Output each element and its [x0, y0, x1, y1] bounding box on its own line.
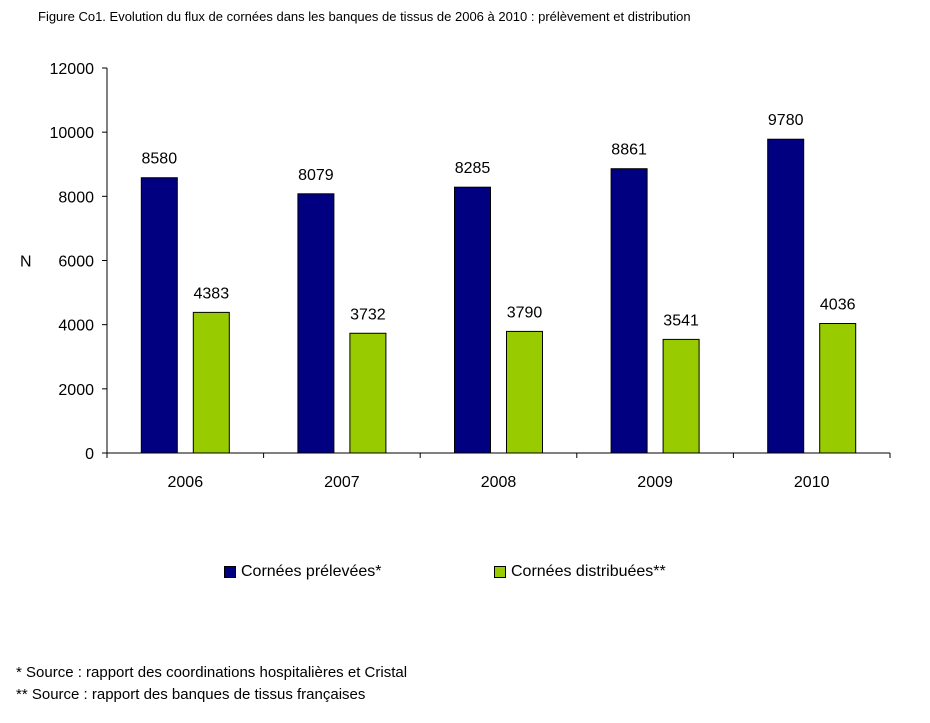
- footnote-1: * Source : rapport des coordinations hos…: [16, 664, 408, 681]
- bar-distribuees: [349, 332, 387, 454]
- bar-chart: 0 2000 4000 6000 8000 10000 12000 N 2006 8580 4383…: [20, 61, 891, 491]
- legend-swatch-prelevees: [224, 566, 236, 578]
- legend-swatch-distribuees: [494, 566, 506, 578]
- bar-prelevees: [297, 193, 335, 454]
- legend-label-distribuees: Cornées distribuées**: [511, 563, 666, 580]
- y-tick-label: 4000: [58, 318, 94, 335]
- data-label-distribuees: 3732: [350, 306, 386, 323]
- data-label-prelevees: 9780: [768, 112, 804, 129]
- y-tick-label: 12000: [50, 61, 95, 78]
- x-tick-label: 2009: [637, 474, 673, 491]
- x-tick-label: 2006: [168, 474, 204, 491]
- bar-distribuees: [819, 323, 857, 454]
- footnotes: * Source : rapport des coordinations hos…: [16, 662, 407, 706]
- bar-distribuees: [192, 311, 230, 454]
- data-label-distribuees: 3790: [507, 304, 543, 321]
- bar-prelevees: [610, 168, 648, 454]
- bar-distribuees: [662, 338, 700, 454]
- data-label-prelevees: 8580: [142, 151, 178, 168]
- data-label-prelevees: 8079: [298, 167, 334, 184]
- data-label-distribuees: 4383: [194, 285, 230, 302]
- data-label-prelevees: 8861: [611, 142, 647, 159]
- bar-prelevees: [140, 177, 178, 454]
- legend-item-distribuees: Cornées distribuées**: [494, 563, 666, 581]
- footnote-2: ** Source : rapport des banques de tissu…: [16, 686, 366, 703]
- chart-title: Figure Co1. Evolution du flux de cornées…: [38, 9, 691, 24]
- x-tick-label: 2008: [481, 474, 517, 491]
- y-tick-label: 2000: [58, 382, 94, 399]
- data-label-prelevees: 8285: [455, 160, 491, 177]
- x-tick-label: 2010: [794, 474, 830, 491]
- legend-label-prelevees: Cornées prélevées*: [241, 563, 382, 580]
- y-tick-label: 6000: [58, 254, 94, 271]
- bar-prelevees: [767, 138, 805, 454]
- y-tick-label: 8000: [58, 189, 94, 206]
- bar-prelevees: [454, 186, 491, 454]
- y-axis-label: N: [20, 254, 32, 271]
- legend-item-prelevees: Cornées prélevées*: [224, 563, 382, 581]
- y-tick-label: 10000: [50, 125, 95, 142]
- data-label-distribuees: 3541: [663, 312, 699, 329]
- chart-legend: Cornées prélevées* Cornées distribuées**: [0, 563, 930, 587]
- data-label-distribuees: 4036: [820, 297, 856, 314]
- x-tick-label: 2007: [324, 474, 360, 491]
- bar-distribuees: [506, 330, 543, 454]
- y-tick-label: 0: [85, 446, 94, 463]
